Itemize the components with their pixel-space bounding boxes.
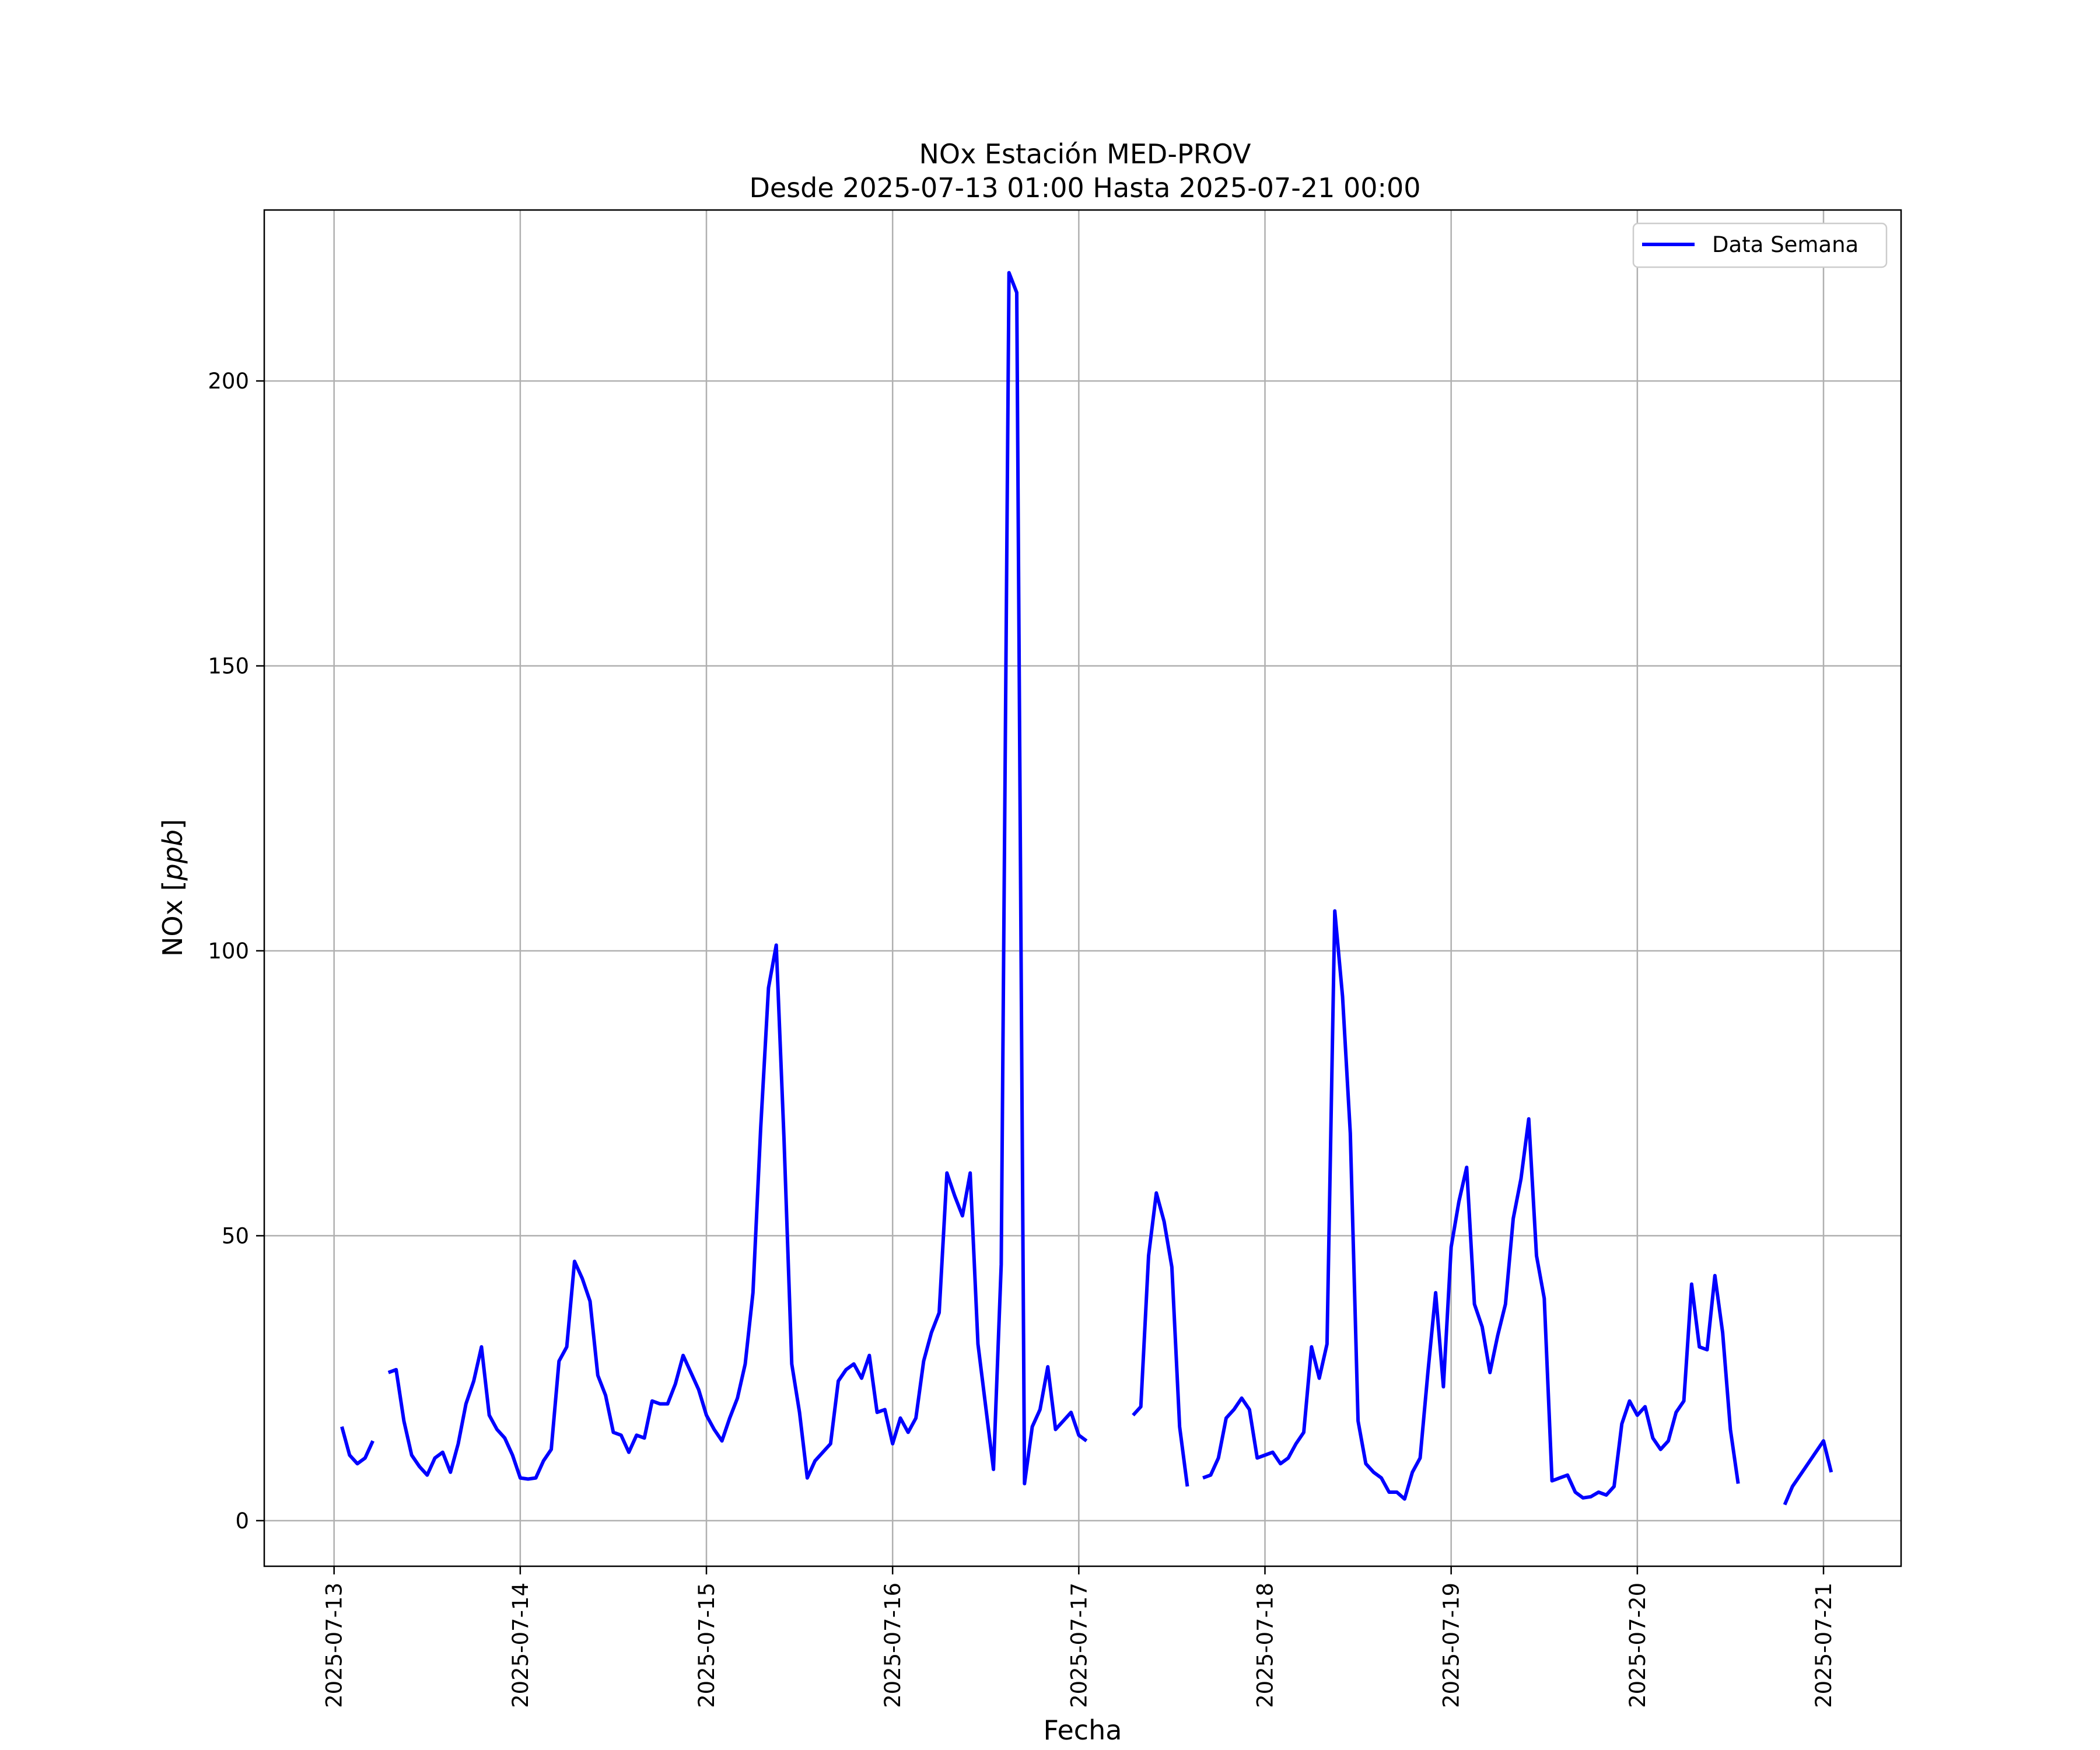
series-lines [340, 271, 1833, 1506]
y-axis-label-close: ] [157, 819, 188, 830]
x-tick-label: 2025-07-20 [1625, 1583, 1650, 1708]
x-tick-label: 2025-07-18 [1253, 1583, 1278, 1708]
x-tick-label: 2025-07-16 [880, 1583, 905, 1708]
x-tick-label: 2025-07-15 [694, 1583, 719, 1708]
y-tick-label: 200 [208, 369, 249, 394]
series-line-segment [1202, 909, 1740, 1501]
x-tick-label: 2025-07-14 [508, 1583, 533, 1708]
y-axis-label-unit: ppb [157, 830, 188, 881]
series-line-segment [1783, 1439, 1833, 1506]
series-line-segment [387, 271, 1088, 1486]
x-tick-label: 2025-07-19 [1439, 1583, 1464, 1708]
chart-title: NOx Estación MED-PROV [919, 138, 1251, 170]
y-tick-label: 100 [208, 939, 249, 964]
x-tick-label: 2025-07-13 [322, 1583, 347, 1708]
legend-box [1632, 222, 1888, 268]
x-tick-label: 2025-07-21 [1811, 1583, 1836, 1708]
series-line-segment [1132, 1191, 1189, 1487]
legend-label: Data Semana [1712, 232, 1859, 257]
y-tick-label: 150 [208, 654, 249, 679]
x-axis-label: Fecha [1044, 1714, 1122, 1746]
x-tick-label: 2025-07-17 [1066, 1583, 1091, 1708]
y-tick-label: 50 [222, 1223, 249, 1248]
chart-subtitle: Desde 2025-07-13 01:00 Hasta 2025-07-21 … [749, 172, 1420, 204]
y-axis-label-plain: NOx [ [157, 881, 188, 957]
plot-frame [263, 209, 1902, 1567]
y-axis-label: NOx [ppb] [157, 819, 188, 957]
legend: Data Semana [1632, 222, 1888, 268]
series-line-segment [340, 1426, 374, 1466]
axis-ticks: 2025-07-13 2025-07-14 2025-07-15 2025-07-16… [208, 369, 1836, 1708]
y-tick-label: 0 [235, 1508, 249, 1534]
grid-lines [264, 210, 1901, 1566]
